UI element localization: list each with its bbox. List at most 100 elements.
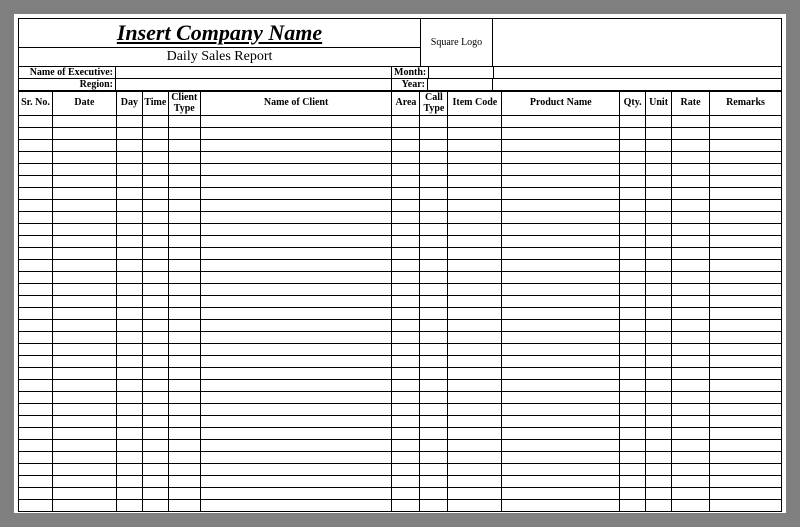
cell[interactable] <box>672 212 710 224</box>
cell[interactable] <box>142 116 168 128</box>
cell[interactable] <box>200 248 392 260</box>
cell[interactable] <box>448 236 502 248</box>
cell[interactable] <box>19 164 53 176</box>
cell[interactable] <box>168 140 200 152</box>
cell[interactable] <box>52 488 116 500</box>
cell[interactable] <box>200 464 392 476</box>
cell[interactable] <box>52 260 116 272</box>
cell[interactable] <box>200 392 392 404</box>
cell[interactable] <box>52 476 116 488</box>
cell[interactable] <box>672 452 710 464</box>
cell[interactable] <box>620 212 646 224</box>
cell[interactable] <box>142 176 168 188</box>
cell[interactable] <box>448 272 502 284</box>
cell[interactable] <box>19 176 53 188</box>
cell[interactable] <box>142 140 168 152</box>
cell[interactable] <box>19 236 53 248</box>
cell[interactable] <box>52 176 116 188</box>
cell[interactable] <box>420 164 448 176</box>
cell[interactable] <box>620 200 646 212</box>
cell[interactable] <box>19 248 53 260</box>
cell[interactable] <box>168 236 200 248</box>
cell[interactable] <box>620 404 646 416</box>
cell[interactable] <box>200 260 392 272</box>
cell[interactable] <box>620 140 646 152</box>
cell[interactable] <box>19 428 53 440</box>
cell[interactable] <box>620 152 646 164</box>
cell[interactable] <box>672 284 710 296</box>
cell[interactable] <box>142 404 168 416</box>
cell[interactable] <box>502 260 620 272</box>
cell[interactable] <box>392 236 420 248</box>
cell[interactable] <box>19 452 53 464</box>
cell[interactable] <box>52 188 116 200</box>
month-value[interactable] <box>429 67 494 79</box>
cell[interactable] <box>116 212 142 224</box>
cell[interactable] <box>168 380 200 392</box>
cell[interactable] <box>646 344 672 356</box>
cell[interactable] <box>502 284 620 296</box>
cell[interactable] <box>420 464 448 476</box>
cell[interactable] <box>392 440 420 452</box>
cell[interactable] <box>52 452 116 464</box>
cell[interactable] <box>620 224 646 236</box>
cell[interactable] <box>620 452 646 464</box>
cell[interactable] <box>420 500 448 512</box>
cell[interactable] <box>392 308 420 320</box>
cell[interactable] <box>420 200 448 212</box>
cell[interactable] <box>672 272 710 284</box>
cell[interactable] <box>502 356 620 368</box>
cell[interactable] <box>420 452 448 464</box>
cell[interactable] <box>710 296 782 308</box>
cell[interactable] <box>19 380 53 392</box>
cell[interactable] <box>672 344 710 356</box>
cell[interactable] <box>52 212 116 224</box>
cell[interactable] <box>142 296 168 308</box>
cell[interactable] <box>646 440 672 452</box>
cell[interactable] <box>448 332 502 344</box>
cell[interactable] <box>168 320 200 332</box>
cell[interactable] <box>420 428 448 440</box>
cell[interactable] <box>19 356 53 368</box>
cell[interactable] <box>392 152 420 164</box>
cell[interactable] <box>710 236 782 248</box>
cell[interactable] <box>200 404 392 416</box>
cell[interactable] <box>19 344 53 356</box>
cell[interactable] <box>448 344 502 356</box>
cell[interactable] <box>448 500 502 512</box>
cell[interactable] <box>646 308 672 320</box>
cell[interactable] <box>502 464 620 476</box>
cell[interactable] <box>200 416 392 428</box>
cell[interactable] <box>200 224 392 236</box>
cell[interactable] <box>142 476 168 488</box>
cell[interactable] <box>420 140 448 152</box>
cell[interactable] <box>392 272 420 284</box>
cell[interactable] <box>448 356 502 368</box>
cell[interactable] <box>502 140 620 152</box>
cell[interactable] <box>502 452 620 464</box>
cell[interactable] <box>116 488 142 500</box>
cell[interactable] <box>116 284 142 296</box>
cell[interactable] <box>420 236 448 248</box>
cell[interactable] <box>142 188 168 200</box>
cell[interactable] <box>116 272 142 284</box>
cell[interactable] <box>392 500 420 512</box>
cell[interactable] <box>646 404 672 416</box>
cell[interactable] <box>168 272 200 284</box>
cell[interactable] <box>646 428 672 440</box>
cell[interactable] <box>448 380 502 392</box>
cell[interactable] <box>620 392 646 404</box>
cell[interactable] <box>448 416 502 428</box>
cell[interactable] <box>200 356 392 368</box>
cell[interactable] <box>200 176 392 188</box>
cell[interactable] <box>420 272 448 284</box>
cell[interactable] <box>672 392 710 404</box>
cell[interactable] <box>392 344 420 356</box>
cell[interactable] <box>672 176 710 188</box>
cell[interactable] <box>116 368 142 380</box>
cell[interactable] <box>672 296 710 308</box>
cell[interactable] <box>620 428 646 440</box>
cell[interactable] <box>142 416 168 428</box>
cell[interactable] <box>502 248 620 260</box>
cell[interactable] <box>52 200 116 212</box>
